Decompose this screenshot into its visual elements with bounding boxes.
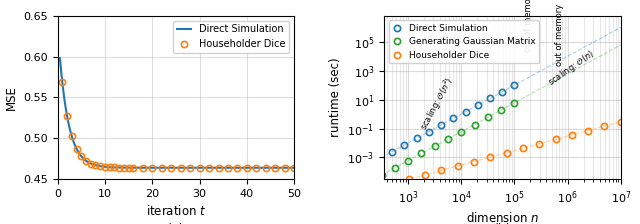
Householder Dice	[106, 166, 113, 168]
Direct Simulation	[217, 166, 225, 169]
Householder Dice	[568, 134, 576, 136]
Generating Gaussian Matrix	[404, 159, 412, 162]
Householder Dice	[101, 166, 109, 168]
Householder Dice	[68, 135, 76, 138]
Text: scaling: $\mathcal{O}(n)$: scaling: $\mathcal{O}(n)$	[546, 48, 598, 90]
Direct Simulation	[388, 150, 396, 153]
Direct Simulation	[243, 166, 251, 169]
Title: (a): (a)	[167, 223, 185, 224]
Householder Dice	[584, 129, 592, 132]
Householder Dice	[214, 166, 222, 169]
Householder Dice	[262, 166, 269, 169]
Direct Simulation	[159, 166, 167, 169]
Householder Dice	[186, 166, 194, 169]
Householder Dice	[111, 166, 118, 169]
Householder Dice	[470, 160, 478, 163]
Direct Simulation	[80, 158, 88, 160]
Line: Generating Gaussian Matrix: Generating Gaussian Matrix	[378, 100, 518, 178]
Direct Simulation	[401, 144, 408, 146]
Generating Gaussian Matrix	[484, 116, 492, 119]
Householder Dice	[291, 166, 298, 169]
Direct Simulation	[449, 117, 457, 120]
Householder Dice	[253, 166, 260, 169]
Generating Gaussian Matrix	[471, 123, 479, 126]
Householder Dice	[421, 174, 429, 176]
Householder Dice	[177, 166, 184, 169]
Householder Dice	[167, 166, 175, 169]
Householder Dice	[405, 178, 413, 181]
Householder Dice	[519, 147, 527, 150]
Y-axis label: MSE: MSE	[4, 85, 17, 110]
Householder Dice	[82, 159, 90, 162]
Householder Dice	[158, 166, 166, 169]
Householder Dice	[97, 165, 104, 168]
Householder Dice	[92, 164, 99, 166]
Householder Dice	[271, 166, 279, 169]
Direct Simulation	[239, 166, 246, 169]
Generating Gaussian Matrix	[497, 109, 505, 111]
Householder Dice	[388, 182, 396, 185]
Direct Simulation	[291, 166, 298, 169]
Householder Dice	[148, 166, 156, 169]
Householder Dice	[205, 166, 213, 169]
Householder Dice	[224, 166, 232, 169]
Line: Householder Dice: Householder Dice	[373, 118, 624, 191]
Householder Dice	[129, 166, 137, 169]
Generating Gaussian Matrix	[391, 167, 399, 169]
Direct Simulation	[486, 97, 494, 100]
Title: (b): (b)	[493, 223, 511, 224]
Householder Dice	[243, 166, 251, 169]
Direct Simulation	[511, 84, 518, 86]
Householder Dice	[63, 115, 71, 117]
Householder Dice	[601, 125, 609, 127]
Householder Dice	[438, 169, 445, 172]
Text: out of memory: out of memory	[524, 0, 532, 52]
Householder Dice	[73, 147, 81, 150]
Direct Simulation	[499, 90, 506, 93]
Householder Dice	[87, 162, 95, 165]
Direct Simulation	[425, 130, 433, 133]
Direct Simulation	[56, 57, 64, 60]
Householder Dice	[486, 156, 494, 159]
Householder Dice	[617, 120, 625, 123]
Householder Dice	[454, 165, 461, 167]
Direct Simulation	[151, 166, 159, 169]
Householder Dice	[77, 155, 85, 157]
Text: scaling: $\mathcal{O}(n^2)$: scaling: $\mathcal{O}(n^2)$	[417, 74, 457, 133]
Line: Direct Simulation: Direct Simulation	[389, 82, 518, 155]
Direct Simulation	[437, 124, 445, 126]
Generating Gaussian Matrix	[458, 130, 465, 133]
Direct Simulation	[461, 110, 469, 113]
Generating Gaussian Matrix	[444, 138, 452, 140]
Legend: Direct Simulation, Householder Dice: Direct Simulation, Householder Dice	[173, 21, 289, 53]
Householder Dice	[58, 81, 66, 84]
Generating Gaussian Matrix	[417, 152, 425, 155]
Generating Gaussian Matrix	[378, 174, 385, 177]
Householder Dice	[234, 166, 241, 169]
Householder Dice	[120, 166, 128, 169]
Legend: Direct Simulation, Generating Gaussian Matrix, Householder Dice: Direct Simulation, Generating Gaussian M…	[388, 20, 539, 63]
Householder Dice	[503, 151, 511, 154]
X-axis label: dimension $n$: dimension $n$	[466, 211, 539, 224]
Generating Gaussian Matrix	[431, 145, 438, 148]
Direct Simulation	[474, 104, 481, 106]
Householder Dice	[139, 166, 147, 169]
Householder Dice	[115, 166, 123, 169]
Line: Direct Simulation: Direct Simulation	[60, 58, 294, 168]
Direct Simulation	[413, 137, 420, 140]
Line: Householder Dice: Householder Dice	[60, 79, 298, 171]
Y-axis label: runtime (sec): runtime (sec)	[329, 58, 342, 137]
Householder Dice	[372, 187, 380, 190]
Householder Dice	[536, 142, 543, 145]
Householder Dice	[281, 166, 289, 169]
Householder Dice	[196, 166, 204, 169]
X-axis label: iteration $t$: iteration $t$	[146, 205, 206, 218]
Householder Dice	[125, 166, 132, 169]
Generating Gaussian Matrix	[511, 101, 518, 104]
Text: out of memory: out of memory	[555, 4, 564, 66]
Householder Dice	[552, 138, 559, 141]
